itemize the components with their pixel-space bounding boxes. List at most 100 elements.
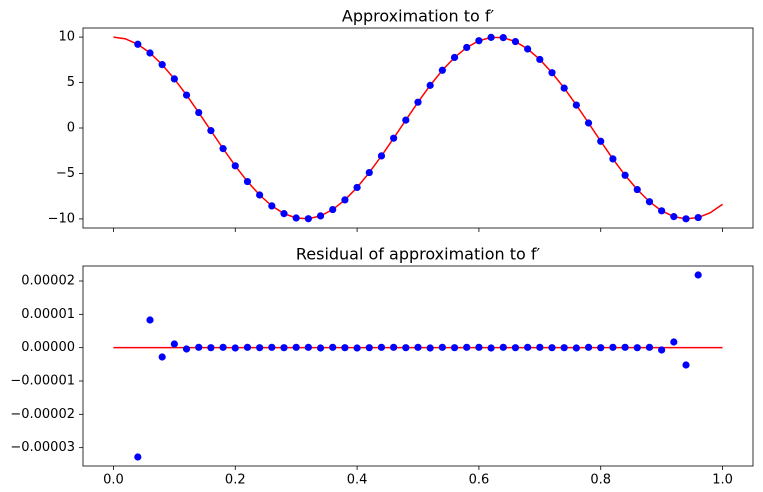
y-tick-label: −5 [56, 166, 75, 181]
point [353, 344, 361, 352]
y-tick-label: 0.00002 [21, 274, 75, 289]
point [170, 340, 178, 348]
y-tick-label: 0.00000 [21, 340, 75, 355]
point [633, 185, 641, 194]
x-tick-label: 1.0 [712, 473, 733, 488]
point [426, 81, 434, 89]
point [524, 45, 532, 53]
y-tick-label: 10 [58, 30, 75, 45]
point [170, 75, 178, 83]
point [402, 344, 410, 352]
point [621, 343, 629, 351]
line [113, 36, 723, 220]
point [511, 344, 520, 352]
point [390, 134, 398, 142]
point [146, 316, 154, 324]
point [645, 198, 654, 206]
point [256, 191, 264, 199]
y-tick-label: −0.00001 [10, 374, 75, 389]
point [365, 344, 373, 352]
point [438, 66, 446, 74]
point [548, 69, 556, 77]
point [207, 344, 215, 352]
point [390, 343, 398, 351]
point [414, 343, 422, 351]
chart-title: Residual of approximation to f′ [296, 245, 541, 264]
point [219, 145, 227, 153]
point [316, 344, 325, 352]
point [487, 344, 495, 352]
point [524, 343, 532, 351]
point [682, 361, 690, 369]
point [597, 137, 605, 145]
point [560, 84, 568, 92]
point [195, 108, 203, 117]
point [597, 344, 605, 352]
point [268, 202, 276, 210]
point [231, 162, 239, 170]
point [670, 338, 678, 346]
point [645, 343, 654, 351]
point [536, 343, 544, 351]
x-tick-label: 0.4 [347, 473, 368, 488]
y-tick-label: −0.00002 [10, 407, 75, 422]
point [682, 215, 690, 223]
y-tick-label: 0 [67, 121, 75, 136]
point [633, 344, 641, 352]
point [182, 345, 191, 353]
point [511, 37, 520, 46]
point [450, 53, 459, 62]
point [316, 212, 325, 220]
point [377, 343, 386, 351]
point [548, 344, 556, 352]
point [694, 213, 702, 222]
point [499, 34, 507, 42]
point [426, 344, 434, 352]
point [280, 344, 288, 352]
point [341, 344, 349, 352]
point [341, 196, 349, 204]
point [609, 155, 617, 163]
point [414, 98, 422, 106]
point [219, 343, 227, 351]
point [463, 43, 471, 52]
point [499, 343, 507, 351]
chart-title: Approximation to f′ [342, 7, 495, 26]
point [243, 177, 252, 186]
point [487, 33, 495, 41]
point [658, 207, 666, 215]
y-tick-label: −0.00003 [10, 440, 75, 455]
point [353, 183, 361, 192]
point [268, 343, 276, 351]
point [475, 343, 483, 351]
point [463, 343, 471, 351]
point [292, 343, 300, 351]
point [658, 346, 666, 354]
x-tick-label: 0.6 [469, 473, 490, 488]
point [402, 116, 410, 124]
point [536, 55, 544, 64]
point [670, 213, 678, 221]
point [134, 40, 142, 48]
point [134, 453, 142, 461]
point [243, 343, 252, 351]
point [609, 343, 617, 351]
point [572, 101, 580, 109]
point [304, 215, 312, 223]
point [621, 171, 629, 179]
point [560, 344, 568, 352]
point [182, 91, 191, 99]
point [329, 343, 337, 351]
point [304, 343, 312, 351]
point [694, 271, 702, 279]
point [584, 119, 593, 127]
point [207, 127, 215, 135]
point [584, 343, 593, 351]
y-tick-label: 5 [67, 75, 75, 90]
point [475, 37, 483, 45]
x-tick-label: 0.2 [225, 473, 246, 488]
point [572, 344, 580, 352]
point [231, 344, 239, 352]
